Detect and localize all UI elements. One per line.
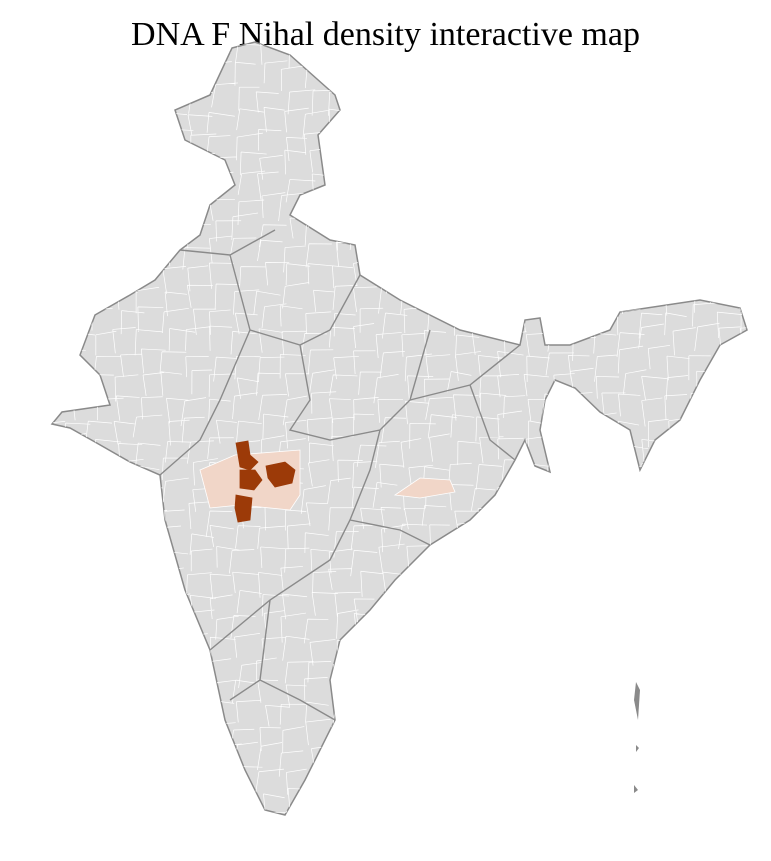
high-density-district-3[interactable] xyxy=(265,461,296,488)
state-borders xyxy=(159,229,521,721)
island xyxy=(634,682,640,720)
map-title: DNA F Nihal density interactive map xyxy=(131,16,640,53)
density-regions xyxy=(199,440,456,523)
island xyxy=(636,745,639,752)
island xyxy=(634,785,638,793)
high-density-district-1[interactable] xyxy=(235,440,259,471)
country-outline xyxy=(50,41,748,816)
state-border xyxy=(159,229,521,721)
low-density-region-east[interactable] xyxy=(393,477,456,499)
high-density-district-4[interactable] xyxy=(234,494,253,523)
high-density-district-2[interactable] xyxy=(239,469,263,491)
andaman-nicobar-islands xyxy=(634,682,640,793)
india-landmass[interactable] xyxy=(50,41,748,816)
